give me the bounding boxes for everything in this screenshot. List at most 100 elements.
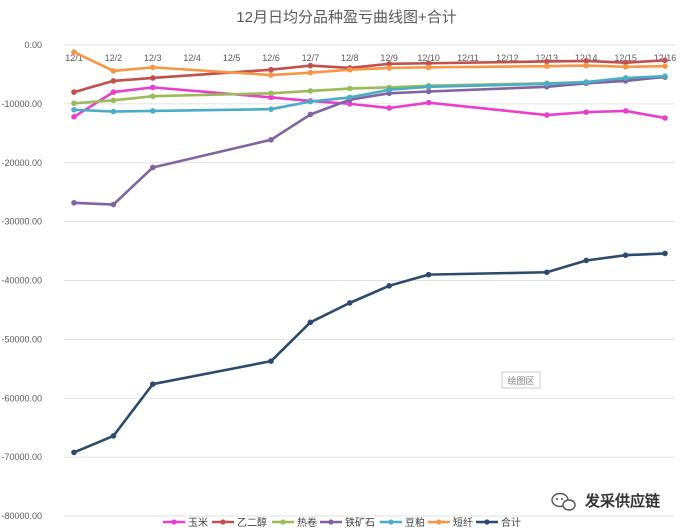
data-point [71,49,77,55]
data-point [110,97,117,104]
data-point [307,319,314,326]
legend-label: 豆粕 [405,516,425,529]
data-point [386,86,393,93]
data-point [425,271,432,278]
legend-marker [220,519,226,525]
data-point [110,201,117,208]
legend-label: 热卷 [297,516,317,529]
data-point [425,99,432,106]
data-point [110,108,117,115]
data-point [583,109,589,115]
x-tick-label: 12/5 [223,53,241,63]
data-point [150,164,156,171]
data-point [307,111,314,118]
watermark-text: 发采供应链 [584,492,661,510]
data-point [386,282,393,289]
x-tick-label: 12/12 [496,53,519,63]
data-point [386,61,393,67]
y-tick-label: -80000.00 [1,511,42,521]
data-point [425,88,432,95]
y-tick-label: -20000.00 [1,158,42,168]
data-point [110,433,117,439]
legend-label: 短纤 [453,516,473,529]
data-point [544,58,550,65]
x-tick-label: 12/15 [614,53,637,63]
data-point [268,106,274,112]
series-line [73,74,666,113]
data-point [544,81,550,87]
y-tick-label: -60000.00 [1,393,42,403]
data-point [307,98,314,105]
legend-marker [388,519,394,525]
series-line [73,75,666,206]
x-tick-label: 12/4 [183,53,201,63]
data-point [544,63,550,69]
x-tick-label: 12/14 [575,53,598,63]
y-tick-label: -40000.00 [1,276,42,286]
chart-title: 12月日均分品种盈亏曲线图+合计 [236,9,456,26]
data-point [622,75,629,81]
data-point [347,66,353,73]
data-point [425,60,432,67]
series-line [73,59,666,94]
y-tick-label: 0.00 [24,40,42,50]
data-point [268,66,274,73]
data-point [150,108,156,114]
data-point [71,100,77,107]
legend-marker [328,519,334,525]
legend-item: 乙二醇 [212,516,267,529]
wechat-icon [551,492,576,511]
series-豆粕 [71,73,668,115]
x-axis-ticks: 12/1 12/2 12/3 12/4 12/5 12/6 12/7 12/8 12/9 12/1… [65,53,676,63]
x-tick-label: 12/2 [105,53,123,63]
data-point [425,64,432,71]
data-point [307,69,314,76]
data-point [544,269,550,276]
data-point [268,72,274,78]
data-point [347,300,353,306]
y-tick-label: -30000.00 [1,217,42,227]
legend-label: 玉米 [188,516,208,529]
data-point [307,62,314,69]
x-tick-label: 12/8 [341,53,359,63]
x-tick-label: 12/10 [417,53,440,63]
data-point [150,93,156,100]
legend-label: 乙二醇 [237,516,267,529]
series-line [73,252,666,454]
series-line [73,86,666,120]
data-point [71,114,77,120]
data-point [662,250,668,257]
data-point [386,65,393,71]
y-tick-label: -70000.00 [1,452,42,462]
legend-item: 豆粕 [380,516,425,529]
y-tick-label: -50000.00 [1,334,42,344]
legend-item: 热卷 [272,516,317,529]
data-point [622,59,629,66]
data-point [110,89,117,95]
data-point [347,94,353,101]
x-tick-label: 12/1 [65,53,83,63]
data-point [110,68,117,74]
data-point [583,79,589,85]
x-tick-label: 12/3 [144,53,162,63]
plot-area-label: 绘图区 [501,371,541,389]
y-tick-label: -10000.00 [1,99,42,109]
data-point [150,381,156,387]
data-point [71,89,77,95]
series-热卷 [71,74,668,107]
data-point [662,57,668,64]
data-point [150,84,156,91]
data-point [110,78,117,84]
data-point [71,199,77,206]
data-point [662,63,668,69]
data-point [268,358,274,364]
data-point [622,63,629,70]
x-tick-label: 12/11 [457,53,479,63]
legend-label: 铁矿石 [345,516,375,529]
legend-item: 铁矿石 [320,516,375,529]
plot-area-label-text: 绘图区 [507,375,534,386]
data-point [425,84,432,90]
data-point [386,105,393,111]
data-point [622,108,629,114]
data-point [347,101,353,107]
